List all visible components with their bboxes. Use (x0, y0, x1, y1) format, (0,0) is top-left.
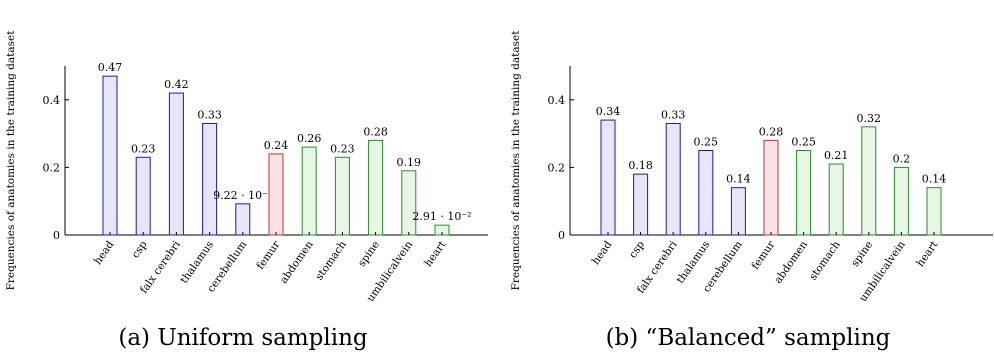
bar-value-label: 0.24 (264, 139, 289, 152)
bar-value-label: 0.25 (694, 136, 719, 149)
bar-value-label: 0.42 (164, 78, 189, 91)
bar-value-label: 0.28 (759, 125, 784, 138)
figure-caption: (b) “Balanced” sampling (606, 325, 891, 351)
bar-value-label: 0.25 (791, 136, 816, 149)
x-tick-label: head (92, 239, 117, 267)
bar-value-label: 2.91 · 10⁻² (412, 210, 471, 223)
x-tick-label: csp (130, 239, 150, 261)
bar-heart (926, 187, 942, 236)
bar-head (102, 75, 118, 236)
bar-abdomen (796, 150, 812, 236)
bar-falx-cerebri (168, 92, 184, 236)
y-tick-label: 0 (53, 229, 60, 242)
bar-head (600, 119, 616, 236)
chart-panel-a: Frequencies of anatomies in the training… (5, 30, 488, 351)
bar-femur (763, 139, 779, 236)
y-tick-label: 0.4 (548, 94, 566, 107)
bar-value-label: 0.47 (98, 61, 123, 74)
x-tick-label: head (590, 239, 615, 267)
bar-value-label: 0.14 (922, 173, 947, 186)
bar-spine (368, 139, 384, 236)
bar-femur (268, 153, 284, 236)
x-tick-label: heart (422, 238, 449, 269)
bar-umbilicalvein (893, 166, 909, 236)
bar-thalamus (698, 150, 714, 236)
bar-csp (633, 173, 649, 236)
bar-value-label: 0.21 (824, 149, 849, 162)
x-tick-label: spine (356, 239, 382, 269)
bar-csp (135, 156, 151, 236)
bar-abdomen (301, 146, 317, 236)
x-tick-label: stomach (313, 239, 349, 283)
x-tick-label: abdomen (278, 239, 316, 286)
bar-spine (861, 126, 877, 236)
y-tick-label: 0.2 (548, 161, 566, 174)
y-axis-label: Frequencies of anatomies in the training… (510, 30, 522, 291)
chart-panel-b: Frequencies of anatomies in the training… (510, 30, 993, 351)
bar-value-label: 0.18 (628, 159, 653, 172)
bar-cerebellum (235, 203, 251, 236)
x-tick-label: femur (254, 238, 283, 272)
x-tick-label: csp (627, 239, 647, 261)
x-tick-label: abdomen (772, 239, 810, 286)
bar-stomach (828, 163, 844, 236)
x-tick-label: heart (914, 238, 941, 269)
bar-value-label: 0.23 (330, 142, 355, 155)
bar-value-label: 0.34 (596, 105, 621, 118)
bar-value-label: 0.2 (893, 152, 911, 165)
bar-value-label: 0.14 (726, 173, 751, 186)
figure-caption: (a) Uniform sampling (118, 325, 368, 351)
x-tick-label: stomach (807, 239, 843, 283)
bar-cerebellum (730, 187, 746, 236)
bar-value-label: 0.23 (131, 142, 156, 155)
bar-thalamus (202, 122, 218, 236)
bar-falx-cerebri (665, 122, 681, 236)
y-tick-label: 0 (558, 229, 565, 242)
x-tick-label: femur (749, 238, 778, 272)
bar-umbilicalvein (401, 170, 417, 236)
x-tick-label: spine (849, 239, 875, 269)
bar-value-label: 0.32 (857, 112, 882, 125)
bar-value-label: 0.28 (363, 125, 388, 138)
bar-value-label: 0.33 (661, 108, 686, 121)
bar-value-label: 9.22 · 10⁻² (213, 189, 272, 202)
y-axis-label: Frequencies of anatomies in the training… (5, 30, 17, 291)
y-tick-label: 0.2 (43, 161, 61, 174)
bar-value-label: 0.26 (297, 132, 322, 145)
bar-value-label: 0.19 (397, 156, 422, 169)
y-tick-label: 0.4 (43, 94, 61, 107)
bar-stomach (334, 156, 350, 236)
bar-value-label: 0.33 (197, 108, 222, 121)
